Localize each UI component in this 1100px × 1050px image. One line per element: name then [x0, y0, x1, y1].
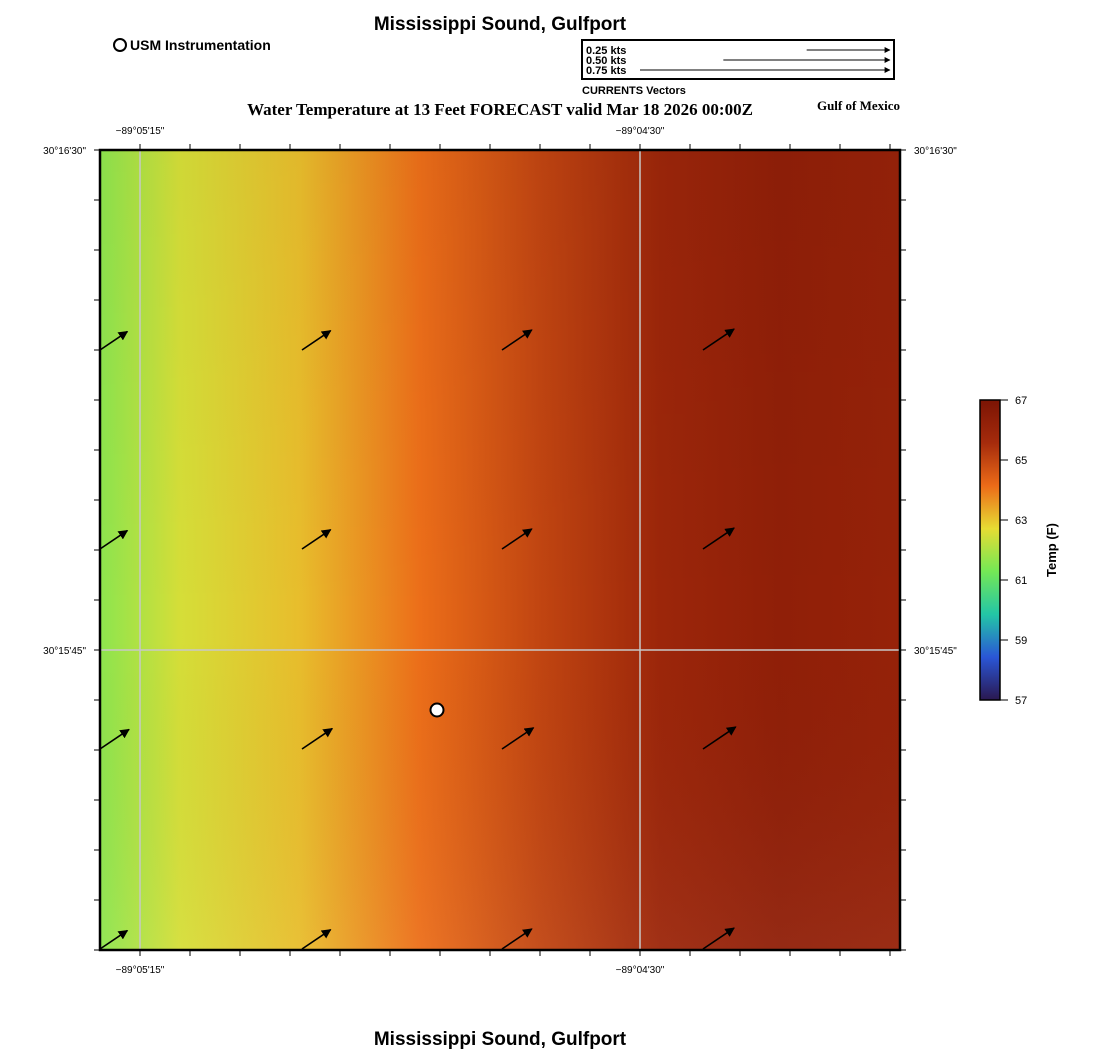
current-vector-arrow — [301, 330, 332, 351]
current-vector-arrow — [702, 927, 735, 950]
lat-label-right-mid: 30°15'45" — [914, 646, 957, 657]
colorbar: 67 65 63 61 59 57 Temp (F) — [979, 395, 1059, 707]
station-legend-icon — [113, 38, 127, 52]
current-vector-arrow — [99, 330, 129, 351]
colorbar-tick-label: 65 — [1015, 455, 1027, 467]
vector-legend-entry-label: 0.75 kts — [586, 65, 626, 77]
current-vector-arrow — [501, 329, 533, 351]
current-vector-arrow — [301, 727, 334, 750]
colorbar-tick-label: 61 — [1015, 575, 1027, 587]
lon-label-bottom-east: −89°04'30" — [616, 965, 665, 976]
lon-label-top-west: −89°05'15" — [116, 126, 165, 137]
current-vector-arrow — [702, 527, 735, 550]
colorbar-tick-label: 57 — [1015, 695, 1027, 707]
current-vector-arrow — [99, 929, 129, 950]
colorbar-tick-label: 59 — [1015, 635, 1027, 647]
lat-label-left-north: 30°16'30" — [43, 146, 86, 157]
current-vector-arrow — [702, 328, 735, 351]
current-vector-arrow — [501, 928, 533, 950]
current-vector-arrow — [702, 726, 737, 750]
map-area — [94, 144, 906, 956]
current-vector-arrow — [99, 728, 130, 750]
temperature-shade — [100, 150, 900, 950]
colorbar-label: Temp (F) — [1044, 523, 1059, 577]
lat-label-left-mid: 30°15'45" — [43, 646, 86, 657]
current-vector-arrow — [301, 929, 332, 950]
colorbar-ramp — [979, 399, 1001, 701]
station-legend: USM Instrumentation — [113, 37, 271, 53]
page-footer-title: Mississippi Sound, Gulfport — [374, 1029, 627, 1050]
region-label: Gulf of Mexico — [817, 98, 900, 113]
vector-legend-title: CURRENTS Vectors — [582, 85, 686, 97]
current-vector-arrow — [501, 727, 535, 750]
current-vector-arrow — [99, 529, 129, 550]
colorbar-tick-label: 63 — [1015, 515, 1027, 527]
vector-legend-entry-label: 0.25 kts — [586, 45, 626, 57]
vector-legend-entry-label: 0.50 kts — [586, 55, 626, 67]
page-title: Mississippi Sound, Gulfport — [374, 14, 627, 35]
station-legend-label: USM Instrumentation — [130, 37, 271, 53]
lon-label-bottom-west: −89°05'15" — [116, 965, 165, 976]
lon-label-top-east: −89°04'30" — [616, 126, 665, 137]
current-vector-arrow — [501, 528, 533, 550]
current-vectors — [99, 328, 737, 950]
usm-station-marker[interactable] — [429, 702, 445, 718]
colorbar-tick-label: 67 — [1015, 395, 1027, 407]
map-title: Water Temperature at 13 Feet FORECAST va… — [247, 100, 753, 119]
current-vector-arrow — [301, 529, 332, 550]
lat-label-right-north: 30°16'30" — [914, 146, 957, 157]
frame-ticks — [94, 144, 906, 956]
